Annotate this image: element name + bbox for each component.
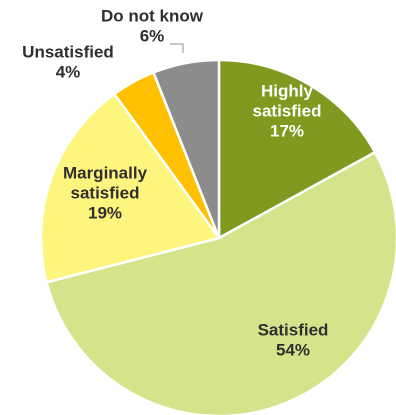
- slice-label-text-highly-satisfied: satisfied: [253, 101, 322, 120]
- slice-labels: Highlysatisfied17%Satisfied54%Marginally…: [22, 6, 328, 359]
- slice-label-text-marginally-satisfied: satisfied: [71, 183, 140, 202]
- pie-slice-do-not-know: [152, 58, 221, 240]
- slice-value-unsatisfied: 4%: [56, 62, 81, 81]
- pie-slice-highly-satisfied: [217, 58, 377, 240]
- slice-label-text-satisfied: Satisfied: [258, 320, 329, 339]
- slice-label-text-unsatisfied: Unsatisfied: [22, 42, 114, 61]
- pie-slice-satisfied: [45, 151, 396, 415]
- slice-label-text-do-not-know: Do not know: [101, 6, 204, 25]
- leader-lines: [170, 43, 184, 53]
- slice-label-text-highly-satisfied: Highly: [261, 81, 313, 100]
- pie-slice-marginally-satisfied: [39, 92, 221, 284]
- pie-slices: [39, 58, 396, 415]
- slice-value-highly-satisfied: 17%: [270, 121, 304, 140]
- slice-value-marginally-satisfied: 19%: [88, 203, 122, 222]
- slice-label-text-marginally-satisfied: Marginally: [63, 163, 148, 182]
- leader-line-do-not-know: [170, 43, 184, 53]
- slice-value-satisfied: 54%: [276, 340, 310, 359]
- slice-value-do-not-know: 6%: [140, 26, 165, 45]
